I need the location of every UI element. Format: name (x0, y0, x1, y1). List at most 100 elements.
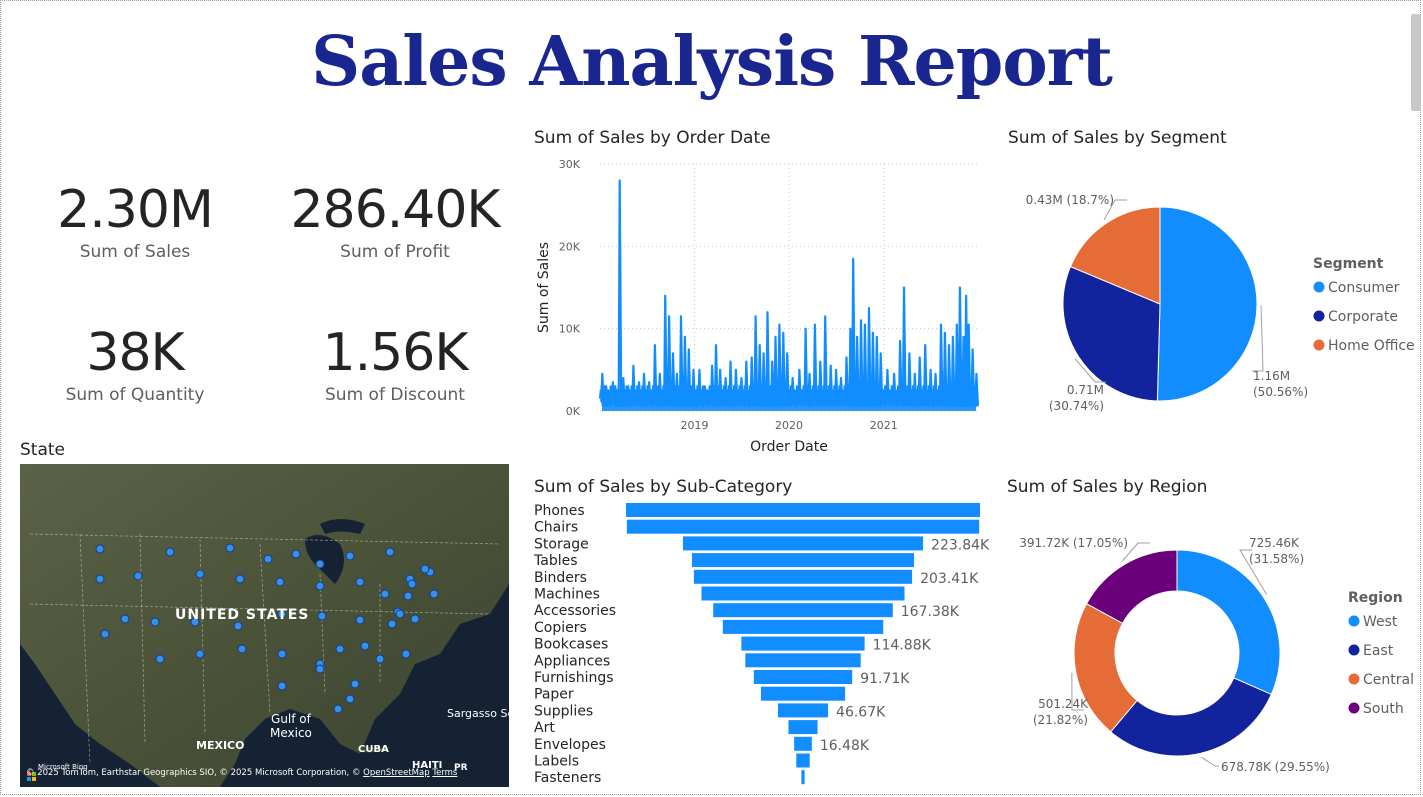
category-label: Appliances (534, 653, 610, 669)
legend-marker (1348, 615, 1360, 627)
leader-line (1239, 549, 1268, 595)
category-label: Supplies (534, 703, 593, 719)
category-label: Binders (534, 570, 587, 586)
state-point (345, 694, 355, 704)
state-point (380, 589, 390, 599)
kpi-card-sales[interactable]: 2.30M Sum of Sales (10, 180, 260, 262)
state-point (395, 609, 405, 619)
legend-item: Consumer (1328, 280, 1400, 296)
state-point (235, 574, 245, 584)
great-lakes (305, 535, 344, 584)
segment-chart-title: Sum of Sales by Segment (1008, 128, 1227, 148)
sales-line-base-band (602, 392, 976, 411)
vertical-scrollbar[interactable] (1411, 14, 1421, 111)
kpi-value: 286.40K (290, 180, 500, 240)
terms-link[interactable]: Terms (432, 768, 458, 778)
state-point (360, 641, 370, 651)
y-tick-label: 30K (559, 158, 581, 171)
data-label: (31.58%) (1249, 552, 1304, 566)
legend-item: South (1363, 701, 1404, 717)
state-point (95, 574, 105, 584)
funnel-bar (796, 753, 810, 768)
category-label: Labels (534, 754, 579, 770)
region-chart-title: Sum of Sales by Region (1007, 477, 1208, 497)
data-label: 501.24K (1038, 697, 1089, 711)
state-point (237, 644, 247, 654)
map-title: State (20, 440, 65, 460)
state-map[interactable] (20, 464, 509, 787)
state-point (345, 551, 355, 561)
legend-item: Corporate (1328, 309, 1398, 325)
data-label: 16.48K (820, 738, 870, 754)
data-label: 114.88K (873, 638, 932, 654)
leader-line (1252, 305, 1264, 372)
microsoft-logo-icon (27, 766, 36, 781)
attribution-text: © 2025 TomTom, Earthstar Geographics SIO… (26, 768, 361, 778)
state-point (355, 577, 365, 587)
x-axis-label: Order Date (750, 439, 828, 455)
state-point (195, 649, 205, 659)
data-label: (21.82%) (1033, 713, 1088, 727)
state-point (335, 644, 345, 654)
legend-item: Home Office (1328, 338, 1415, 354)
category-label: Fasteners (534, 770, 601, 786)
openstreetmap-link[interactable]: OpenStreetMap (363, 768, 430, 778)
kpi-card-quantity[interactable]: 38K Sum of Quantity (10, 323, 260, 405)
kpi-value: 1.56K (322, 323, 469, 383)
state-borders (29, 533, 501, 765)
state-point (407, 579, 417, 589)
data-label: 678.78K (29.55%) (1221, 760, 1330, 774)
data-label: 725.46K (1249, 536, 1300, 550)
data-label: 0.71M (1067, 383, 1104, 397)
funnel-bar (745, 653, 861, 668)
data-label: (30.74%) (1049, 399, 1104, 413)
leader-line (1122, 542, 1150, 562)
slice-east (1110, 677, 1272, 757)
funnel-bar (788, 720, 818, 735)
sales-by-date-chart[interactable]: 0K 10K 20K 30K 2019 2020 2021 Order Date Sum of … (530, 150, 980, 460)
line-chart-title: Sum of Sales by Order Date (534, 128, 771, 148)
leader-line (1103, 199, 1127, 221)
state-point (165, 547, 175, 557)
y-axis-label: Sum of Sales (536, 242, 552, 333)
state-point (263, 554, 273, 564)
kpi-card-discount[interactable]: 1.56K Sum of Discount (270, 323, 520, 405)
category-label: Bookcases (534, 637, 608, 653)
funnel-bar (777, 703, 829, 718)
funnel-bar (753, 670, 853, 684)
map-label-cuba: CUBA (358, 744, 389, 755)
funnel-bar (701, 586, 905, 601)
legend-marker (1313, 310, 1325, 322)
x-tick-label: 2019 (681, 419, 709, 432)
kpi-label: Sum of Profit (340, 242, 450, 262)
leader-line (1074, 358, 1106, 383)
map-label-gulf: Gulf of Mexico (270, 712, 312, 740)
sales-by-segment-chart[interactable]: 1.16M (50.56%) 0.71M (30.74%) 0.43M (18.7%) S… (1000, 150, 1420, 430)
state-point (190, 617, 200, 627)
kpi-value: 2.30M (57, 180, 214, 240)
kpi-card-profit[interactable]: 286.40K Sum of Profit (270, 180, 520, 262)
funnel-bar (682, 536, 924, 551)
funnel-bar (801, 770, 805, 785)
state-point (275, 577, 285, 587)
state-point (375, 654, 385, 664)
category-label: Copiers (534, 620, 587, 636)
slice-corporate (1062, 265, 1161, 402)
state-point (100, 629, 110, 639)
data-label: 0.43M (18.7%) (1026, 193, 1114, 207)
state-point (385, 547, 395, 557)
slice-home-office (1069, 206, 1161, 305)
state-point (317, 611, 327, 621)
state-point (233, 621, 243, 631)
state-point (120, 614, 130, 624)
data-label: 223.84K (931, 537, 990, 553)
leader-line (1201, 756, 1219, 767)
y-tick-label: 10K (559, 323, 581, 336)
map-label-pr: PR (454, 763, 468, 773)
legend-marker (1348, 673, 1360, 685)
sales-by-region-chart[interactable]: 725.46K (31.58%) 678.78K (29.55%) 501.24K (2… (1000, 500, 1420, 790)
data-label: 167.38K (901, 604, 960, 620)
state-point (195, 569, 205, 579)
